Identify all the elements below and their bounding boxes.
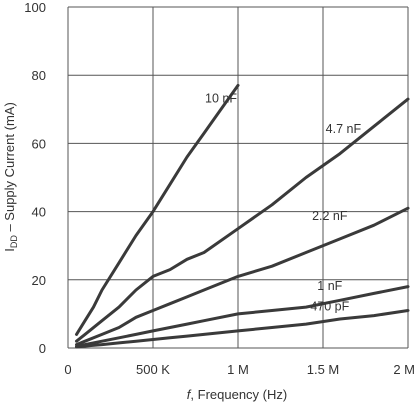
x-axis-title-italic: f bbox=[187, 387, 192, 402]
y-tick-label: 80 bbox=[32, 68, 46, 83]
series-line-0 bbox=[75, 83, 240, 336]
series-lines bbox=[75, 83, 410, 349]
x-tick-label: 1.5 M bbox=[307, 362, 340, 377]
series-line-3 bbox=[75, 285, 410, 348]
y-tick-label: 0 bbox=[39, 341, 46, 356]
series-label: 470 pF bbox=[310, 299, 349, 313]
y-axis-title-main: I bbox=[2, 248, 17, 252]
y-axis-ticks: 0 20 40 60 80 100 bbox=[24, 0, 46, 356]
series-label: 2.2 nF bbox=[312, 209, 348, 223]
y-tick-label: 20 bbox=[32, 273, 46, 288]
grid bbox=[67, 6, 409, 349]
x-tick-label: 0 bbox=[64, 362, 71, 377]
series-label: 10 nF bbox=[205, 91, 237, 105]
x-axis-title-rest: , Frequency (Hz) bbox=[190, 387, 287, 402]
y-tick-label: 40 bbox=[32, 205, 46, 220]
series-label: 4.7 nF bbox=[326, 122, 362, 136]
series-line-1 bbox=[75, 97, 410, 343]
series-label: 1 nF bbox=[317, 279, 342, 293]
y-axis-title: IDD – Supply Current (mA) bbox=[2, 102, 19, 252]
series-line-2 bbox=[75, 206, 410, 347]
x-axis-ticks: 0 500 K 1 M 1.5 M 2 M bbox=[64, 362, 415, 377]
x-tick-label: 2 M bbox=[393, 362, 415, 377]
y-tick-label: 100 bbox=[24, 0, 46, 15]
x-axis-title: f, Frequency (Hz) bbox=[187, 387, 287, 402]
x-tick-label: 1 M bbox=[227, 362, 249, 377]
y-axis-title-rest: – Supply Current (mA) bbox=[2, 102, 17, 235]
y-tick-label: 60 bbox=[32, 136, 46, 151]
y-axis-title-sub: DD bbox=[9, 235, 19, 248]
series-labels: 10 nF 4.7 nF 2.2 nF 1 nF 470 pF bbox=[205, 91, 361, 313]
x-tick-label: 500 K bbox=[136, 362, 170, 377]
series-line-4 bbox=[75, 309, 410, 349]
